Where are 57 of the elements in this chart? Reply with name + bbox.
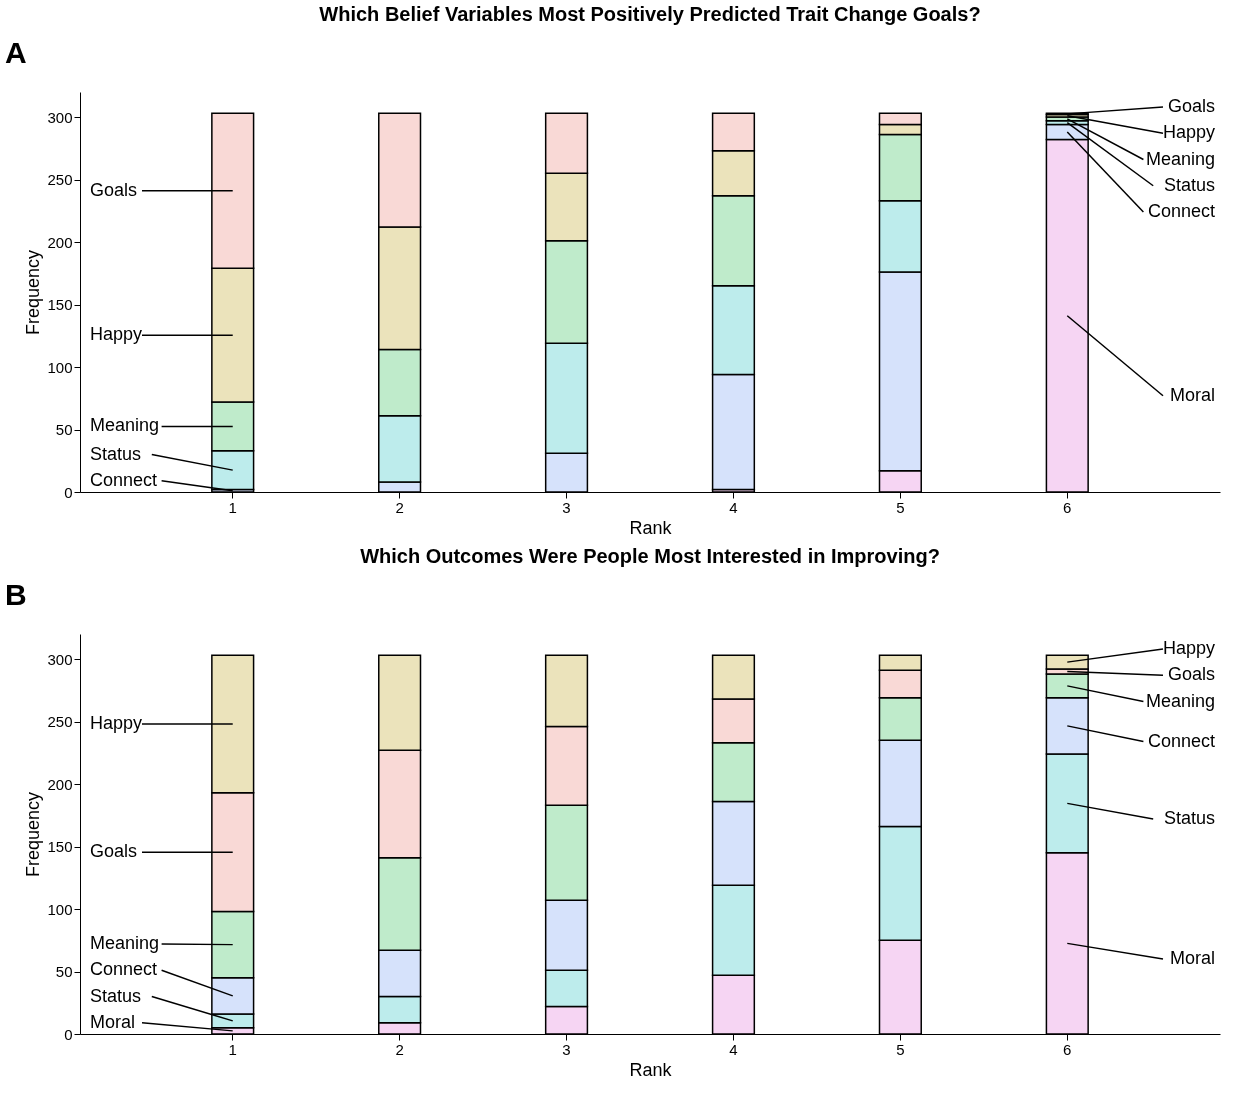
text: Meaning	[1145, 148, 1215, 169]
legend-label: Meaning	[90, 415, 160, 436]
y-tick-label: 200	[47, 775, 73, 793]
x-tick-label: 1	[228, 498, 237, 516]
y-tick-label: 100	[47, 900, 73, 918]
text: Status	[90, 985, 142, 1006]
x-tick-label: 6	[1063, 498, 1072, 516]
text: Happy	[90, 324, 143, 345]
y-tick-label: 150	[47, 838, 73, 855]
x-tick-label: 1	[228, 1040, 237, 1058]
x-tick-label: 4	[729, 498, 738, 516]
x-tick-label: 6	[1063, 1040, 1072, 1058]
chart-title: Which Outcomes Were People Most Interested in Improving?	[360, 545, 940, 567]
y-tick-label: 50	[55, 963, 73, 980]
x-axis-title: Rank	[629, 517, 673, 538]
text: Connect	[1147, 201, 1215, 221]
text: Goals	[90, 841, 138, 862]
y-tick-label: 300	[47, 108, 73, 126]
text: Moral	[90, 1011, 136, 1032]
x-tick-label: 5	[896, 1040, 905, 1058]
text: Happy	[90, 713, 143, 733]
text: Happy	[1162, 638, 1215, 658]
text: Goals	[1167, 664, 1215, 685]
y-tick-label: 250	[47, 713, 73, 730]
y-axis-title: Frequency	[23, 249, 44, 336]
y-tick-label: 300	[47, 650, 73, 668]
text: Moral	[1169, 384, 1215, 405]
x-tick-label: 5	[896, 498, 905, 516]
text: Connect	[90, 959, 158, 980]
y-tick-label: 0	[64, 1025, 73, 1043]
x-tick-label: 2	[395, 1040, 404, 1058]
x-tick-label: 4	[729, 1040, 738, 1058]
text: Status	[1163, 174, 1215, 195]
chart-title: Which Belief Variables Most Positively Predicted Trait Change Goals?	[319, 3, 981, 25]
text: Moral	[1169, 948, 1215, 968]
text: Happy	[1162, 122, 1215, 143]
y-tick-label: 100	[47, 358, 73, 376]
x-tick-label: 2	[395, 498, 404, 516]
y-tick-label: 0	[64, 483, 73, 501]
legend-label: Connect	[1147, 730, 1215, 751]
x-tick-label: 3	[562, 498, 571, 516]
y-axis-title: Frequency	[23, 791, 44, 878]
text: A	[5, 36, 27, 69]
x-tick-label: 3	[562, 1040, 571, 1058]
x-axis-title: Rank	[629, 1059, 673, 1080]
y-tick-label: 250	[47, 171, 73, 188]
legend-label: Connect	[90, 469, 158, 490]
text: Meaning	[90, 933, 160, 953]
y-tick-label: 150	[47, 296, 73, 313]
legend-label: Meaning	[1145, 690, 1215, 711]
text: Goals	[1167, 96, 1215, 116]
y-tick-label: 50	[55, 421, 73, 438]
legend-label: Status	[90, 443, 142, 464]
legend-label: Status	[1163, 808, 1215, 828]
text: Goals	[90, 179, 138, 200]
text: B	[5, 578, 27, 611]
y-tick-label: 200	[47, 233, 73, 251]
